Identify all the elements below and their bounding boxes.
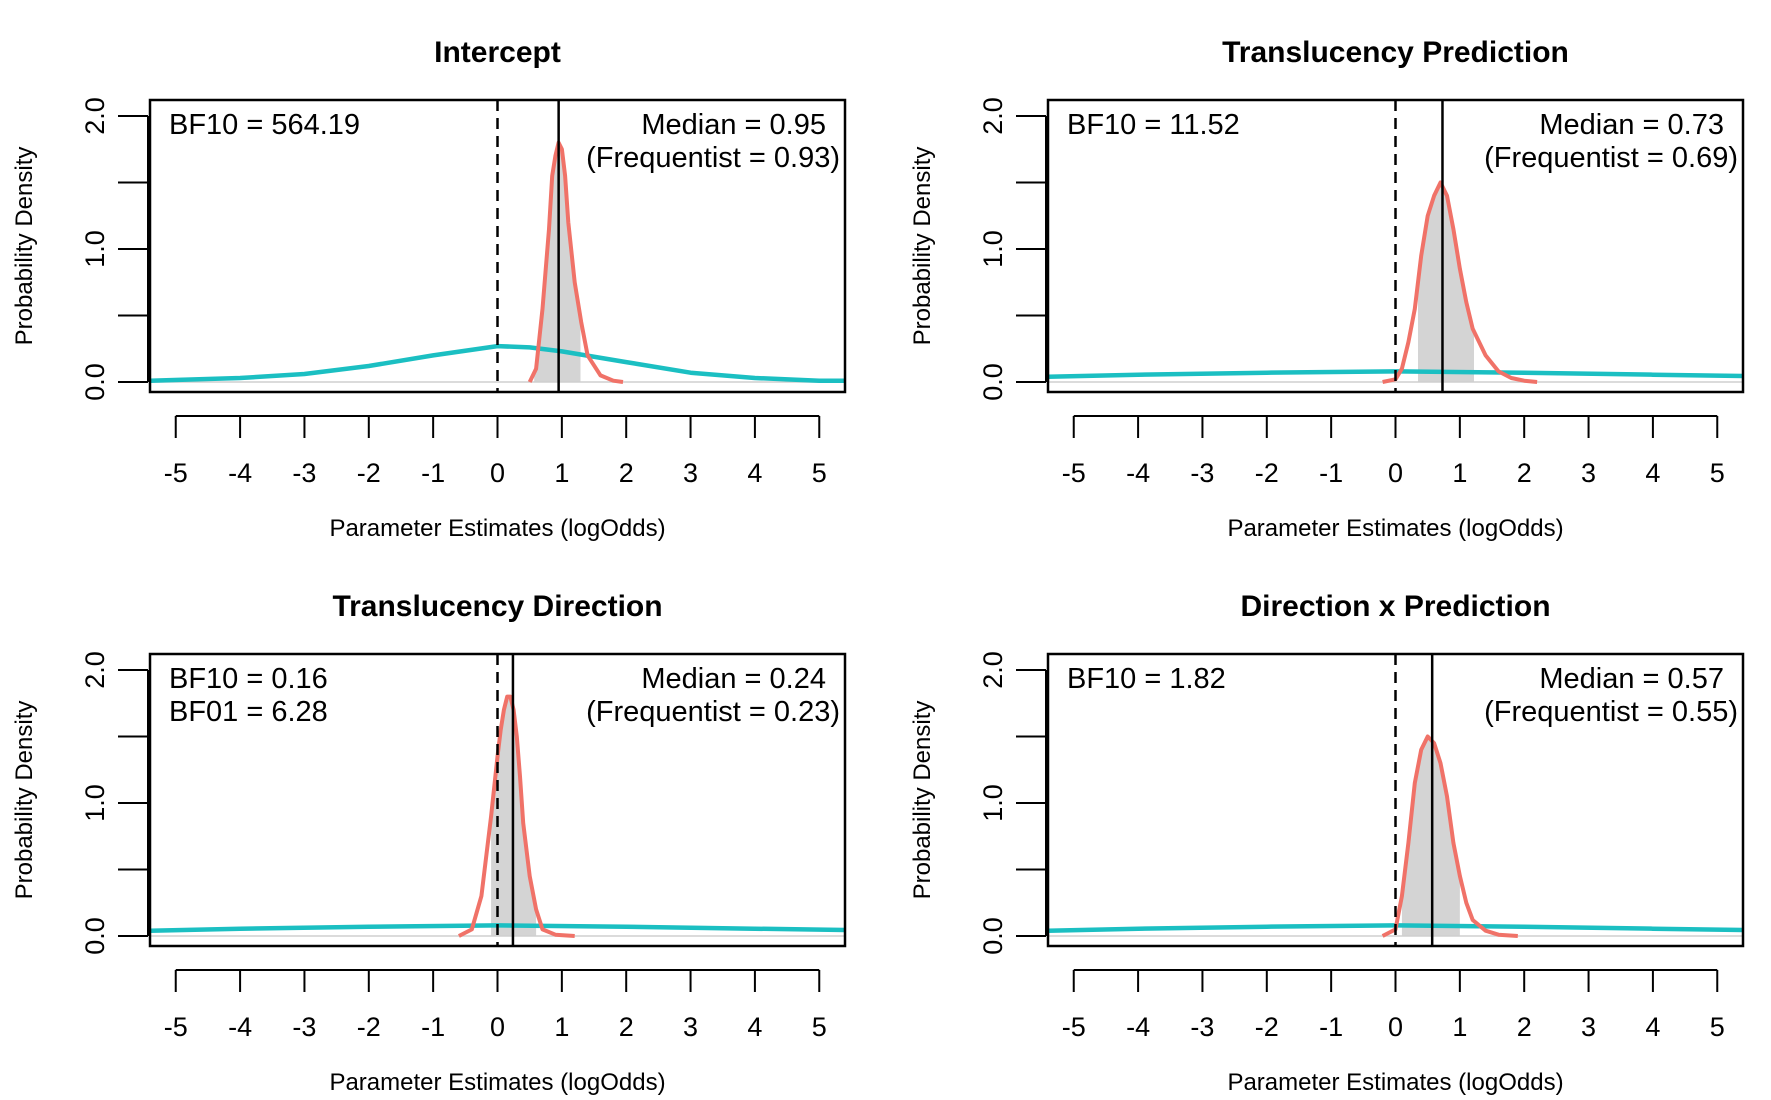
x-tick-label: -2 xyxy=(1255,1012,1279,1042)
x-tick-label: 1 xyxy=(1452,458,1467,488)
x-tick-label: 1 xyxy=(554,1012,569,1042)
x-tick-label: -4 xyxy=(1126,1012,1150,1042)
x-tick-label: -5 xyxy=(164,1012,188,1042)
posterior-curve xyxy=(1381,734,1518,938)
panel-3: Translucency Direction 0.0 1.0 2.0 Probabili… xyxy=(11,590,847,1096)
panel-4: Direction x Prediction 0.0 1.0 2.0 Probabili… xyxy=(909,590,1745,1096)
bf10-label: BF10 = 0.16 xyxy=(169,663,328,695)
y-tick-label: 1.0 xyxy=(978,230,1008,268)
x-tick-label: -1 xyxy=(1319,1012,1343,1042)
x-tick-label: -4 xyxy=(228,1012,252,1042)
median-label: Median = 0.24 xyxy=(641,663,826,695)
panel-1: Intercept 0.0 1.0 2.0 Probability Density -5 -… xyxy=(11,36,847,542)
x-tick-label: 2 xyxy=(1517,1012,1532,1042)
x-tick-label: -3 xyxy=(1190,1012,1214,1042)
y-tick-label: 2.0 xyxy=(80,97,110,135)
x-tick-label: 5 xyxy=(1710,458,1725,488)
median-label: Median = 0.57 xyxy=(1539,663,1724,695)
y-axis-label: Probability Density xyxy=(909,147,936,346)
x-tick-label: 1 xyxy=(554,458,569,488)
y-tick-label: 0.0 xyxy=(80,363,110,401)
plot-frame xyxy=(1046,652,1745,948)
x-tick-label: -3 xyxy=(1190,458,1214,488)
x-tick-label: 2 xyxy=(619,1012,634,1042)
y-tick-label: 2.0 xyxy=(978,97,1008,135)
x-tick-label: 4 xyxy=(1645,458,1660,488)
y-axis-label: Probability Density xyxy=(11,701,38,900)
x-tick-label: 3 xyxy=(1581,1012,1596,1042)
x-tick-label: -2 xyxy=(357,1012,381,1042)
panel-2: Translucency Prediction 0.0 1.0 2.0 Probabil… xyxy=(909,36,1745,542)
y-axis-label: Probability Density xyxy=(909,701,936,900)
plot-frame xyxy=(148,652,847,948)
plot-frame xyxy=(1046,98,1745,394)
x-axis-label: Parameter Estimates (logOdds) xyxy=(329,515,665,542)
x-tick-label: -5 xyxy=(1062,1012,1086,1042)
frequentist-label: (Frequentist = 0.23) xyxy=(586,696,840,728)
frequentist-label: (Frequentist = 0.93) xyxy=(586,142,840,174)
x-tick-label: 2 xyxy=(619,458,634,488)
x-tick-label: -4 xyxy=(228,458,252,488)
x-tick-label: 1 xyxy=(1452,1012,1467,1042)
x-tick-label: -2 xyxy=(1255,458,1279,488)
x-tick-label: 4 xyxy=(747,1012,762,1042)
x-tick-label: 2 xyxy=(1517,458,1532,488)
panel-title: Translucency Prediction xyxy=(1222,36,1569,69)
x-tick-label: 3 xyxy=(1581,458,1596,488)
panel-title: Intercept xyxy=(434,36,561,69)
credible-interval-area xyxy=(534,143,581,382)
frequentist-label: (Frequentist = 0.55) xyxy=(1484,696,1738,728)
median-label: Median = 0.95 xyxy=(641,109,826,141)
x-tick-label: -3 xyxy=(292,458,316,488)
y-tick-label: 0.0 xyxy=(978,917,1008,955)
x-tick-label: -4 xyxy=(1126,458,1150,488)
x-tick-label: 3 xyxy=(683,458,698,488)
y-tick-label: 1.0 xyxy=(978,784,1008,822)
x-tick-label: 5 xyxy=(812,458,827,488)
median-label: Median = 0.73 xyxy=(1539,109,1724,141)
x-tick-label: -1 xyxy=(421,458,445,488)
x-tick-label: 0 xyxy=(1388,1012,1403,1042)
x-tick-label: -2 xyxy=(357,458,381,488)
x-tick-label: -1 xyxy=(1319,458,1343,488)
x-tick-label: -5 xyxy=(164,458,188,488)
frequentist-label: (Frequentist = 0.69) xyxy=(1484,142,1738,174)
posterior-curve xyxy=(527,140,624,384)
y-tick-label: 1.0 xyxy=(80,784,110,822)
x-tick-label: -5 xyxy=(1062,458,1086,488)
x-tick-label: -3 xyxy=(292,1012,316,1042)
x-tick-label: 4 xyxy=(1645,1012,1660,1042)
bf10-label: BF10 = 1.82 xyxy=(1067,663,1226,695)
x-axis-label: Parameter Estimates (logOdds) xyxy=(1227,515,1563,542)
credible-interval-area xyxy=(1418,182,1475,382)
y-tick-label: 1.0 xyxy=(80,230,110,268)
x-axis-label: Parameter Estimates (logOdds) xyxy=(329,1069,665,1095)
x-tick-label: 4 xyxy=(747,458,762,488)
x-tick-label: 5 xyxy=(812,1012,827,1042)
y-axis-label: Probability Density xyxy=(11,147,38,346)
y-tick-label: 0.0 xyxy=(80,917,110,955)
x-axis-label: Parameter Estimates (logOdds) xyxy=(1227,1069,1563,1095)
bf01-label: BF01 = 6.28 xyxy=(169,696,328,728)
y-tick-label: 2.0 xyxy=(80,651,110,689)
panel-title: Direction x Prediction xyxy=(1240,590,1550,623)
panel-title: Translucency Direction xyxy=(332,590,662,623)
y-tick-label: 2.0 xyxy=(978,651,1008,689)
posterior-curve xyxy=(1382,180,1538,384)
bf10-label: BF10 = 564.19 xyxy=(169,109,360,141)
x-tick-label: 0 xyxy=(490,1012,505,1042)
x-tick-label: -1 xyxy=(421,1012,445,1042)
y-tick-label: 0.0 xyxy=(978,363,1008,401)
x-tick-label: 0 xyxy=(1388,458,1403,488)
bf10-label: BF10 = 11.52 xyxy=(1067,109,1240,141)
x-tick-label: 0 xyxy=(490,458,505,488)
prior-curve xyxy=(149,343,845,383)
plot-frame xyxy=(148,98,847,394)
x-tick-label: 5 xyxy=(1710,1012,1725,1042)
x-tick-label: 3 xyxy=(683,1012,698,1042)
